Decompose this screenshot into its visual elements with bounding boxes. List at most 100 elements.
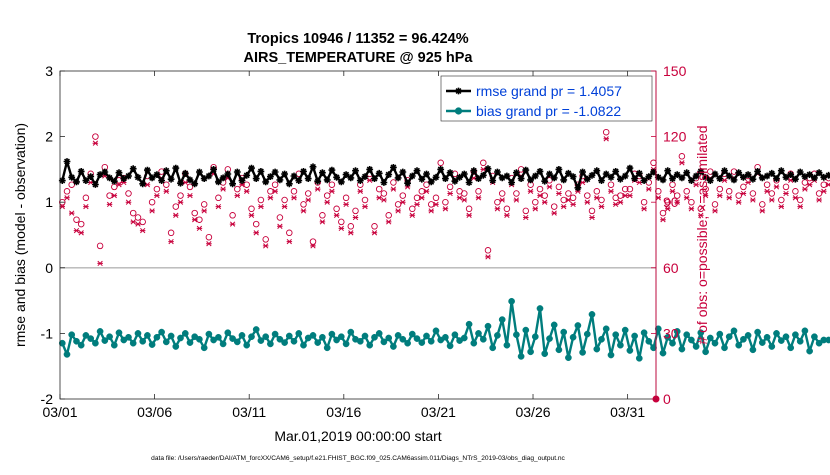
bias-marker (792, 332, 798, 338)
obs-assimilated-marker (69, 211, 75, 216)
rmse-marker (191, 180, 198, 187)
obs-possible-marker (253, 221, 259, 227)
bias-marker (343, 341, 349, 347)
rmse-marker (560, 177, 567, 184)
bias-marker (726, 334, 732, 340)
rmse-marker (504, 173, 511, 180)
bias-marker (797, 338, 803, 344)
bias-marker (598, 336, 604, 342)
obs-possible-marker (443, 199, 449, 205)
rmse-marker (381, 179, 388, 186)
obs-possible-marker (495, 199, 501, 205)
obs-assimilated-marker (178, 200, 184, 205)
rmse-marker (206, 173, 213, 180)
rmse-marker (248, 165, 255, 172)
bias-marker (764, 334, 770, 340)
rmse-marker (329, 167, 336, 174)
obs-possible-marker (797, 197, 803, 203)
obs-possible-marker (268, 189, 274, 195)
obs-assimilated-marker (712, 209, 718, 214)
obs-assimilated-marker (414, 202, 420, 207)
bias-marker (163, 339, 169, 345)
obs-possible-marker (93, 134, 99, 140)
y-left-tick-label: 3 (45, 63, 53, 79)
bias-marker (499, 317, 505, 323)
bias-marker (589, 311, 595, 317)
obs-assimilated-marker (78, 231, 84, 236)
obs-possible-marker (414, 195, 420, 201)
rmse-marker (636, 170, 643, 177)
obs-assimilated-marker (447, 191, 453, 196)
rmse-marker (575, 184, 582, 191)
obs-assimilated-marker (386, 220, 392, 225)
rmse-marker (125, 173, 132, 180)
obs-possible-marker (126, 191, 132, 197)
rmse-marker (433, 174, 440, 181)
obs-assimilated-marker (679, 161, 685, 166)
obs-possible-marker (485, 248, 491, 254)
rmse-marker (773, 175, 780, 182)
bias-marker (187, 340, 193, 346)
rmse-series (59, 158, 830, 191)
rmse-marker (565, 170, 572, 177)
obs-possible-marker (154, 186, 160, 192)
rmse-marker (551, 175, 558, 182)
x-axis-label: Mar.01,2019 00:00:00 start (274, 428, 441, 444)
bias-marker (603, 326, 609, 332)
rmse-marker (210, 166, 217, 173)
obs-assimilated-marker (187, 193, 193, 198)
bias-marker (490, 345, 496, 351)
bias-marker (196, 336, 202, 342)
obs-assimilated-marker (348, 231, 354, 236)
bias-marker (504, 342, 510, 348)
bias-marker (632, 333, 638, 339)
rmse-marker (347, 175, 354, 182)
bias-marker (712, 340, 718, 346)
obs-possible-marker (348, 224, 354, 230)
legend: rmse grand pr = 1.4057 bias grand pr = -… (441, 76, 652, 121)
rmse-marker (750, 176, 757, 183)
obs-possible-marker (216, 195, 222, 201)
rmse-marker (475, 175, 482, 182)
bias-marker (168, 333, 174, 339)
obs-assimilated-marker (429, 209, 435, 214)
obs-assimilated-marker (660, 217, 666, 222)
obs-possible-marker (272, 182, 278, 188)
rmse-marker (447, 169, 454, 176)
obs-assimilated-marker (376, 196, 382, 201)
obs-assimilated-marker (306, 198, 312, 203)
obs-possible-marker (277, 215, 283, 221)
bias-marker (215, 334, 221, 340)
obs-assimilated-marker (391, 187, 397, 192)
obs-possible-marker (447, 184, 453, 190)
rmse-marker (518, 175, 525, 182)
obs-possible-marker (343, 195, 349, 201)
y-left-tick-label: 2 (45, 129, 53, 145)
obs-possible-marker (769, 191, 775, 197)
bias-marker (608, 352, 614, 358)
rmse-marker (229, 180, 236, 187)
rmse-marker (731, 177, 738, 184)
obs-assimilated-marker (372, 231, 378, 236)
bias-marker (471, 340, 477, 346)
obs-assimilated-marker (745, 180, 751, 185)
obs-possible-marker (263, 237, 269, 243)
obs-assimilated-marker (324, 200, 330, 205)
obs-possible-marker (764, 182, 770, 188)
bias-marker (149, 342, 155, 348)
obs-assimilated-marker (131, 220, 137, 225)
rmse-marker (92, 181, 99, 188)
y-right-tick-label: 150 (663, 63, 687, 79)
obs-possible-marker (594, 189, 600, 195)
obs-possible-marker (135, 215, 141, 221)
bias-marker (291, 338, 297, 344)
obs-possible-marker (395, 202, 401, 208)
obs-possible-marker (462, 191, 468, 197)
bias-marker (546, 336, 552, 342)
bias-marker (324, 345, 330, 351)
y-left-tick-label: 1 (45, 194, 53, 210)
obs-possible-marker (712, 202, 718, 208)
